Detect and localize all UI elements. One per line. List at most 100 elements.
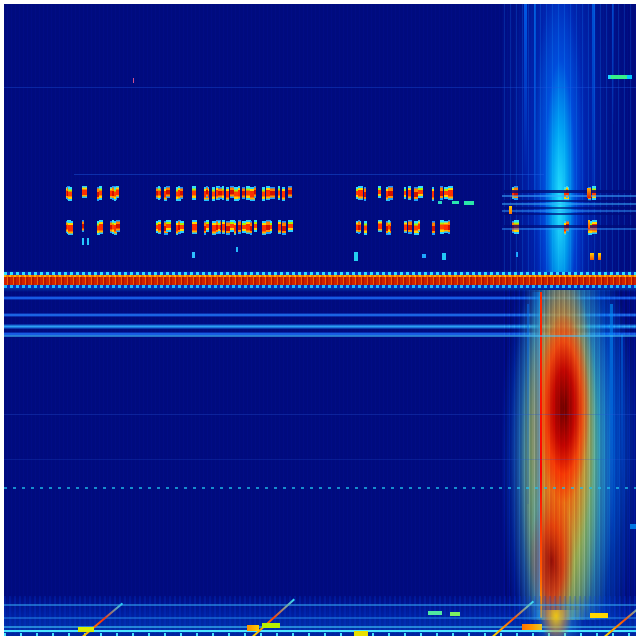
upper-plume-satellite-spike-1 bbox=[524, 4, 527, 174]
plume-spot-red-2 bbox=[588, 220, 590, 229]
fragment-cyan-a bbox=[82, 238, 84, 245]
carrier-band-bottom-fringe bbox=[4, 285, 636, 288]
burst-upper-pulse bbox=[270, 187, 275, 199]
plume-bright-line-2 bbox=[502, 203, 636, 205]
burst-lower-pulse bbox=[82, 220, 84, 232]
lower-plume-striations bbox=[502, 290, 636, 620]
carrier-band-top-fringe bbox=[4, 272, 636, 275]
burst-upper-pulse bbox=[282, 187, 285, 201]
burst-lower-pulse bbox=[178, 220, 181, 234]
burst-upper-pulse bbox=[99, 186, 102, 200]
plume-spot-red-1 bbox=[587, 188, 591, 198]
burst-lower-pulse bbox=[212, 221, 216, 235]
burst-lower-pulse bbox=[242, 221, 246, 233]
fragment-cyan-h bbox=[516, 252, 518, 257]
fragment-cyan-g bbox=[442, 253, 446, 260]
burst-lower-pulse bbox=[250, 221, 252, 235]
fragment-cyan-k bbox=[464, 201, 474, 205]
carrier-line-1 bbox=[4, 296, 636, 300]
fragment-cyan-j bbox=[452, 201, 459, 204]
burst-upper-pulse bbox=[206, 186, 208, 198]
burst-upper-pulse bbox=[514, 186, 518, 200]
burst-lower-pulse bbox=[440, 220, 444, 234]
burst-lower-pulse bbox=[404, 221, 407, 233]
fragment-cyan-c bbox=[192, 252, 195, 258]
burst-lower-pulse bbox=[588, 221, 592, 235]
lower-broadband-plume bbox=[502, 290, 636, 620]
burst-lower-pulse bbox=[158, 220, 161, 234]
burst-upper-pulse bbox=[364, 187, 366, 201]
burst-lower-pulse bbox=[204, 221, 206, 235]
burst-lower-pulse bbox=[388, 220, 390, 234]
lower-plume-left-edge bbox=[540, 292, 542, 618]
burst-lower-pulse bbox=[226, 221, 230, 235]
burst-upper-pulse bbox=[408, 186, 411, 200]
burst-lower-pulse bbox=[206, 220, 209, 232]
upper-plume-satellite-spike-2 bbox=[534, 4, 536, 254]
burst-lower-pulse bbox=[564, 221, 566, 235]
burst-lower-pulse bbox=[282, 221, 286, 235]
burst-upper-pulse bbox=[218, 187, 223, 199]
burst-lower-pulse bbox=[68, 221, 73, 235]
main-carrier-band bbox=[4, 274, 636, 286]
burst-lower-pulse bbox=[114, 221, 117, 235]
burst-upper-pulse bbox=[440, 186, 443, 200]
burst-lower-pulse bbox=[166, 220, 171, 232]
burst-upper-pulse bbox=[158, 186, 160, 200]
burst-lower-pulse bbox=[230, 220, 235, 232]
upper-plume-satellite-spike-4 bbox=[612, 4, 614, 124]
burst-lower-pulse bbox=[408, 220, 412, 234]
burst-upper-pulse bbox=[164, 187, 167, 201]
noisefloor-blob-1 bbox=[78, 627, 94, 632]
noisefloor-blob-6 bbox=[590, 613, 608, 618]
burst-upper-pulse bbox=[234, 187, 239, 201]
burst-upper-pulse bbox=[246, 186, 250, 200]
carrier-band-yellow-core bbox=[4, 275, 636, 277]
plume-bright-line-1 bbox=[502, 195, 636, 197]
burst-upper-pulse bbox=[444, 187, 448, 199]
plume-notch-5 bbox=[504, 225, 636, 228]
burst-lower-pulse bbox=[448, 220, 450, 234]
burst-upper-pulse bbox=[262, 187, 265, 201]
burst-upper-pulse bbox=[378, 186, 381, 198]
burst-upper-pulse bbox=[448, 186, 453, 200]
burst-lower-pulse bbox=[432, 221, 435, 235]
noise-floor-baseline bbox=[4, 630, 636, 632]
burst-upper-pulse bbox=[388, 186, 393, 200]
upper-plume-striations bbox=[502, 4, 632, 276]
carrier-line-2 bbox=[4, 313, 636, 317]
noisefloor-blob-8 bbox=[450, 612, 460, 616]
dotted-line-mid bbox=[4, 487, 636, 489]
burst-upper-pulse bbox=[82, 186, 87, 198]
burst-upper-pulse bbox=[288, 186, 292, 198]
burst-lower-pulse bbox=[288, 220, 293, 232]
plume-bright-line-4 bbox=[502, 228, 636, 230]
fragment-cyan-d bbox=[236, 247, 238, 252]
lower-plume-blue-fragment bbox=[630, 524, 636, 529]
plume-spot-red-3 bbox=[590, 253, 594, 260]
burst-lower-pulse bbox=[176, 221, 178, 235]
burst-lower-pulse bbox=[364, 221, 367, 235]
burst-lower-pulse bbox=[156, 221, 158, 233]
fragment-magenta-dot bbox=[133, 78, 134, 83]
burst-upper-pulse bbox=[432, 187, 434, 201]
burst-lower-pulse bbox=[99, 220, 103, 234]
burst-lower-pulse bbox=[418, 220, 420, 232]
noisefloor-blob-2 bbox=[247, 625, 259, 631]
fragment-cyan-f bbox=[422, 254, 426, 258]
lower-faint-streak-2 bbox=[4, 459, 636, 460]
noisefloor-blob-4 bbox=[354, 631, 368, 636]
burst-lower-pulse bbox=[444, 221, 449, 233]
upper-faint-streak bbox=[4, 87, 636, 88]
lower-plume-satellite-2 bbox=[621, 334, 623, 484]
noise-floor-streak-2 bbox=[4, 617, 636, 619]
spectrogram-canvas[interactable] bbox=[4, 4, 636, 636]
burst-upper-pulse bbox=[166, 186, 170, 198]
burst-lower-pulse bbox=[378, 220, 382, 232]
burst-upper-pulse bbox=[230, 186, 234, 198]
burst-upper-pulse bbox=[250, 187, 255, 201]
burst-upper-pulse bbox=[278, 186, 280, 200]
noise-floor-streak-3 bbox=[4, 626, 636, 628]
burst-upper-pulse bbox=[68, 187, 72, 201]
